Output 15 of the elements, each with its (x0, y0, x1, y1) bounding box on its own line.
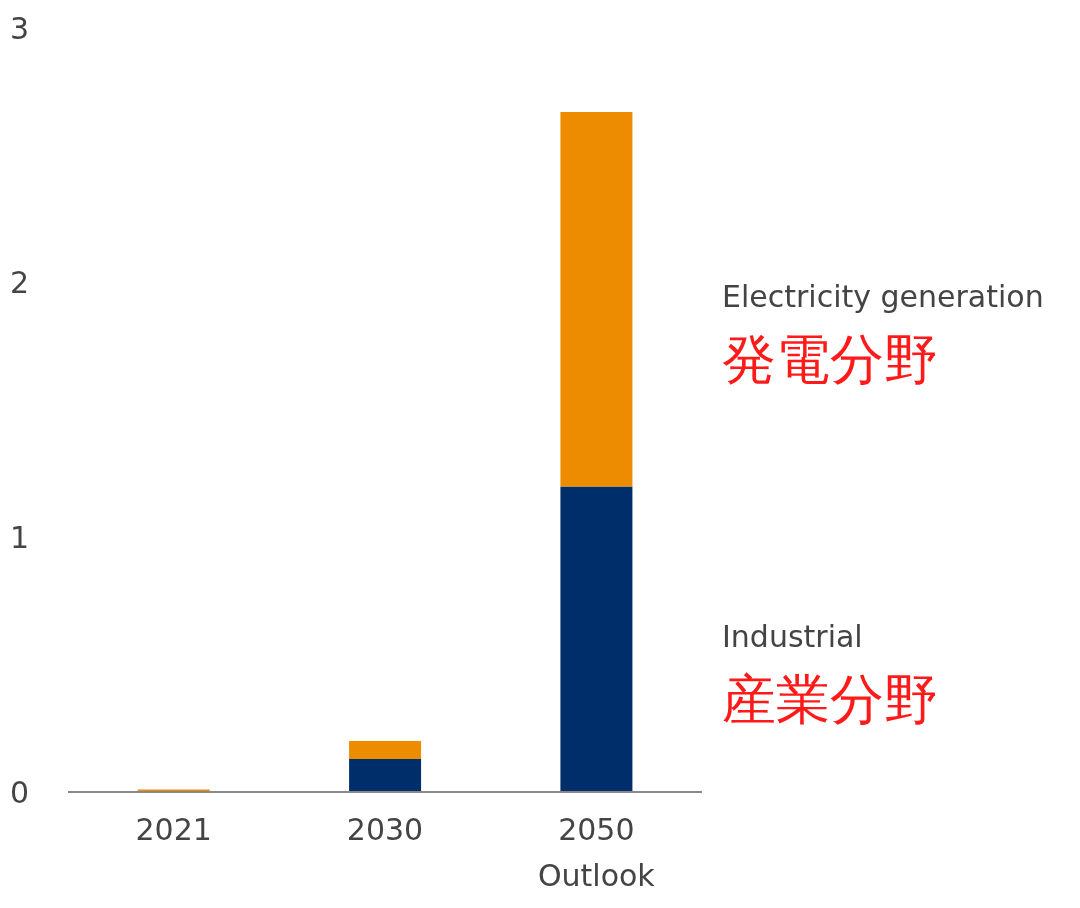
x-tick-label: 2021 (135, 812, 212, 847)
x-tick-label: 2050 Outlook (537, 812, 656, 893)
bar (349, 758, 422, 792)
y-tick-label: 3 (10, 10, 30, 46)
y-tick-label: 2 (10, 265, 30, 301)
text: 発電分野 (722, 327, 939, 394)
text: Industrial (722, 619, 864, 655)
text: 産業分野 (722, 667, 939, 734)
text: Electricity generation (722, 279, 1045, 315)
bar (560, 112, 633, 487)
x-tick-label: 2030 (346, 812, 424, 847)
bar (560, 486, 633, 792)
y-tick-label: 0 (10, 774, 30, 810)
y-tick-label: 1 (10, 519, 30, 555)
bar (349, 741, 422, 759)
